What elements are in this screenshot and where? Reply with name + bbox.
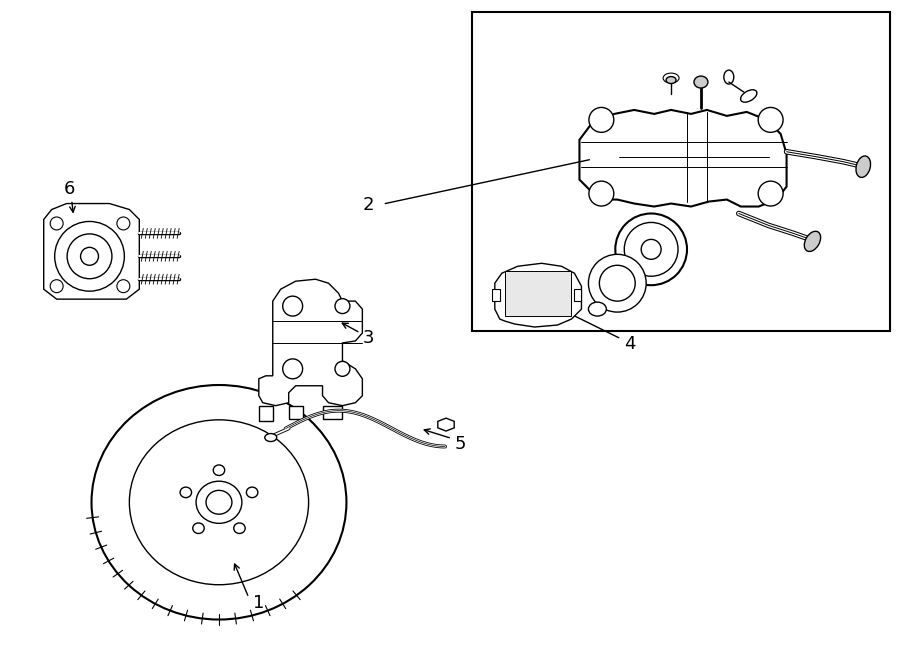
Polygon shape [44, 204, 140, 299]
Ellipse shape [130, 420, 309, 585]
Text: 3: 3 [363, 329, 374, 347]
Polygon shape [289, 406, 302, 418]
Ellipse shape [247, 487, 257, 498]
Ellipse shape [589, 254, 646, 312]
Ellipse shape [283, 296, 302, 316]
Polygon shape [259, 279, 363, 406]
Text: 2: 2 [363, 196, 374, 214]
Ellipse shape [599, 265, 635, 301]
Ellipse shape [616, 214, 687, 285]
Ellipse shape [589, 181, 614, 206]
Ellipse shape [335, 299, 350, 313]
Ellipse shape [625, 223, 678, 276]
Polygon shape [322, 406, 343, 418]
Ellipse shape [265, 434, 276, 442]
Polygon shape [574, 289, 581, 301]
Ellipse shape [117, 280, 130, 293]
Ellipse shape [180, 487, 192, 498]
Ellipse shape [50, 217, 63, 230]
Ellipse shape [81, 247, 98, 265]
Polygon shape [505, 271, 572, 316]
Ellipse shape [856, 156, 870, 177]
Ellipse shape [283, 359, 302, 379]
Ellipse shape [335, 362, 350, 376]
Polygon shape [580, 110, 787, 206]
Ellipse shape [666, 77, 676, 83]
Ellipse shape [55, 221, 124, 291]
Polygon shape [495, 263, 581, 327]
Polygon shape [259, 406, 273, 420]
Ellipse shape [641, 239, 662, 259]
Ellipse shape [196, 481, 242, 524]
Ellipse shape [117, 217, 130, 230]
Ellipse shape [213, 465, 225, 475]
Ellipse shape [758, 108, 783, 132]
Ellipse shape [805, 231, 821, 251]
Polygon shape [437, 418, 454, 431]
Text: 1: 1 [253, 594, 265, 612]
Ellipse shape [589, 108, 614, 132]
Polygon shape [491, 289, 500, 301]
Ellipse shape [68, 234, 112, 279]
Bar [472, 13, 890, 331]
Ellipse shape [589, 302, 607, 316]
Ellipse shape [694, 76, 708, 88]
Text: 5: 5 [455, 434, 466, 453]
Ellipse shape [92, 385, 346, 619]
Text: 4: 4 [625, 335, 635, 353]
Text: 6: 6 [64, 180, 75, 198]
Ellipse shape [193, 523, 204, 533]
Ellipse shape [234, 523, 245, 533]
Ellipse shape [206, 490, 232, 514]
Ellipse shape [50, 280, 63, 293]
Ellipse shape [758, 181, 783, 206]
